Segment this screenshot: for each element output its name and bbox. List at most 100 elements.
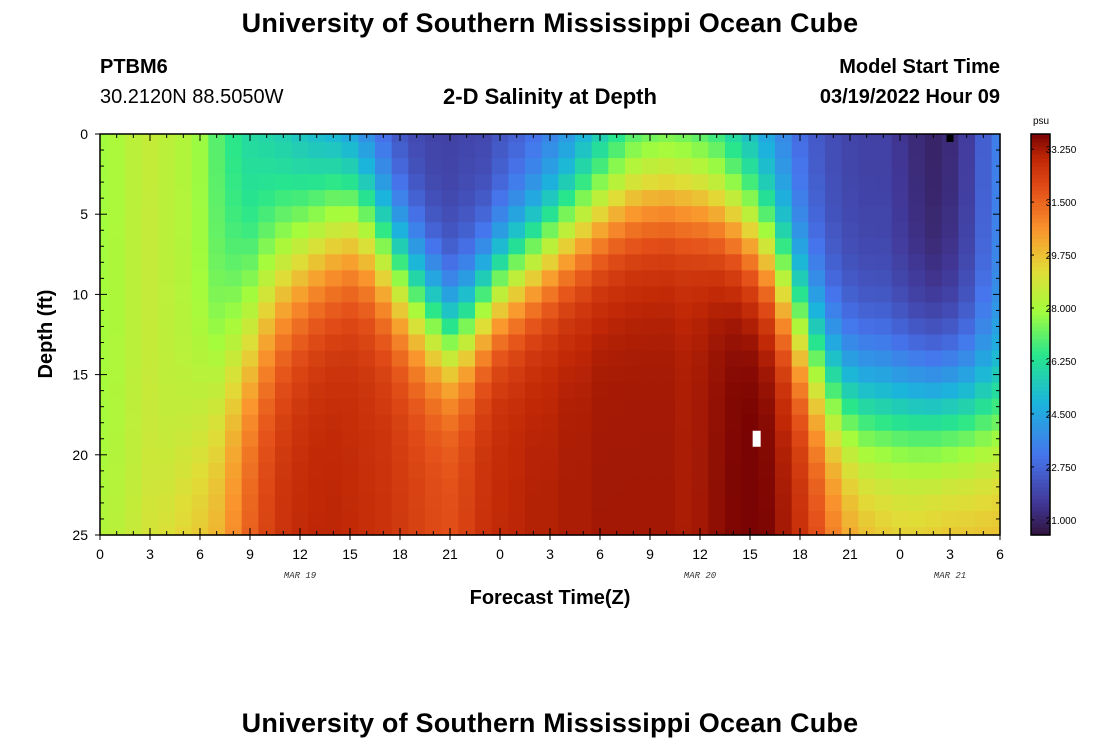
heatmap-cell (741, 510, 759, 528)
heatmap-cell (100, 270, 109, 287)
footer-title: University of Southern Mississippi Ocean… (241, 708, 859, 738)
heatmap-cell (575, 206, 593, 223)
heatmap-cell (275, 478, 293, 496)
heatmap-cell (425, 430, 443, 448)
heatmap-cell (191, 382, 209, 400)
heatmap-cell (525, 222, 543, 239)
heatmap-cell (141, 382, 159, 400)
heatmap-cell (225, 510, 243, 528)
heatmap-cell (525, 430, 543, 448)
heatmap-cells (100, 134, 1001, 536)
y-tick-label: 0 (80, 126, 88, 142)
heatmap-cell (408, 134, 426, 143)
heatmap-cell (391, 366, 409, 384)
heatmap-cell (175, 382, 193, 400)
heatmap-cell (725, 158, 743, 175)
heatmap-cell (158, 366, 176, 384)
heatmap-cell (641, 222, 659, 239)
heatmap-cell (391, 334, 409, 352)
heatmap-cell (125, 286, 143, 304)
heatmap-cell (575, 190, 593, 207)
heatmap-cell (258, 238, 276, 255)
heatmap-cell (308, 238, 326, 255)
heatmap-cell (741, 382, 759, 400)
heatmap-cell (458, 398, 476, 416)
heatmap-cell (308, 142, 326, 159)
colorbar-segment (1031, 514, 1050, 520)
heatmap-cell (658, 510, 676, 528)
heatmap-cell (758, 446, 776, 464)
colorbar-segment (1031, 518, 1050, 524)
heatmap-cell (925, 302, 943, 320)
heatmap-cell (208, 142, 226, 159)
heatmap-cell (841, 142, 859, 159)
heatmap-cell (808, 190, 826, 207)
heatmap-cell (641, 350, 659, 368)
heatmap-cell (158, 142, 176, 159)
heatmap-cell (875, 206, 893, 223)
heatmap-cell (591, 446, 609, 464)
heatmap-cell (591, 494, 609, 512)
heatmap-cell (525, 462, 543, 480)
heatmap-cell (608, 318, 626, 336)
heatmap-cell (708, 334, 726, 352)
heatmap-cell (558, 318, 576, 336)
heatmap-cell (591, 398, 609, 416)
heatmap-cell (858, 318, 876, 336)
heatmap-cell (158, 134, 176, 143)
heatmap-cell (191, 174, 209, 191)
x-tick-label: 6 (196, 546, 204, 562)
colorbar-segment (1031, 422, 1050, 428)
heatmap-cell (625, 222, 643, 239)
heatmap-cell (708, 270, 726, 287)
colorbar-segment (1031, 506, 1050, 512)
heatmap-cell (975, 222, 993, 239)
heatmap-cell (108, 350, 126, 368)
heatmap-cell (441, 334, 459, 352)
heatmap-cell (791, 334, 809, 352)
heatmap-cell (708, 446, 726, 464)
heatmap-cell (258, 222, 276, 239)
heatmap-cell (308, 414, 326, 432)
heatmap-cell (208, 270, 226, 287)
colorbar-segment (1031, 410, 1050, 416)
heatmap-cell (508, 478, 526, 496)
heatmap-cell (375, 382, 393, 400)
heatmap-cell (541, 142, 559, 159)
colorbar-tick-label: 24.500 (1046, 410, 1077, 421)
x-tick-label: 0 (496, 546, 504, 562)
colorbar-segment (1031, 186, 1050, 191)
heatmap-cell (975, 134, 993, 143)
heatmap-cell (858, 222, 876, 239)
heatmap-cell (491, 510, 509, 528)
heatmap-cell (291, 414, 309, 432)
heatmap-cell (708, 318, 726, 336)
heatmap-cell (841, 430, 859, 448)
heatmap-cell (308, 462, 326, 480)
heatmap-cell (275, 222, 293, 239)
heatmap-cell (908, 134, 926, 143)
heatmap-cell (141, 462, 159, 480)
x-tick-label: 15 (342, 546, 358, 562)
heatmap-cell (308, 494, 326, 512)
heatmap-cell (908, 366, 926, 384)
heatmap-cell (391, 302, 409, 320)
heatmap-cell (458, 190, 476, 207)
heatmap-cell (525, 414, 543, 432)
heatmap-cell (808, 414, 826, 432)
heatmap-cell (925, 494, 943, 512)
heatmap-cell (508, 350, 526, 368)
heatmap-cell (141, 446, 159, 464)
heatmap-cell (191, 366, 209, 384)
heatmap-cell (808, 302, 826, 320)
heatmap-cell (475, 286, 493, 304)
heatmap-cell (908, 158, 926, 175)
heatmap-cell (608, 382, 626, 400)
heatmap-cell (791, 494, 809, 512)
heatmap-cell (775, 142, 793, 159)
heatmap-cell (158, 254, 176, 271)
heatmap-cell (125, 222, 143, 239)
heatmap-cell (358, 270, 376, 287)
heatmap-cell (508, 158, 526, 175)
heatmap-cell (708, 398, 726, 416)
